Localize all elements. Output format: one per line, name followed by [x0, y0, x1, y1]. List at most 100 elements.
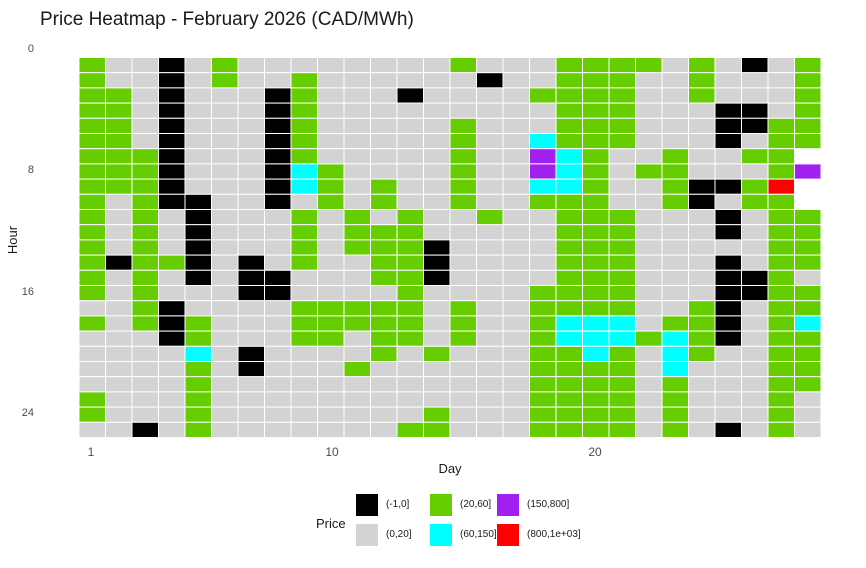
heatmap-cell — [396, 224, 424, 241]
heatmap-cell — [317, 224, 345, 241]
heatmap-cell — [264, 285, 292, 302]
heatmap-cell — [582, 102, 610, 119]
heatmap-cell — [449, 361, 477, 378]
heatmap-cell — [396, 193, 424, 211]
legend-swatch — [497, 494, 519, 516]
heatmap-cell — [502, 345, 530, 362]
heatmap-cell — [476, 315, 504, 332]
heatmap-cell — [476, 163, 504, 180]
heatmap-cell — [264, 178, 292, 195]
heatmap-cell — [184, 315, 212, 332]
heatmap-cell — [105, 209, 133, 226]
heatmap-cell — [131, 72, 159, 89]
heatmap-cell — [608, 178, 636, 195]
heatmap-cell — [661, 254, 689, 271]
heatmap-cell — [635, 72, 663, 89]
heatmap-cell — [608, 315, 636, 332]
heatmap-cell — [582, 57, 610, 74]
heatmap-cell — [661, 178, 689, 195]
heatmap-cell — [343, 391, 371, 408]
heatmap-cell — [317, 87, 345, 104]
heatmap-cell — [529, 163, 557, 180]
heatmap-cell — [78, 285, 106, 302]
heatmap-cell — [264, 239, 292, 256]
heatmap-cell — [184, 421, 212, 438]
heatmap-cell — [661, 391, 689, 408]
heatmap-cell — [370, 57, 398, 74]
heatmap-cell — [131, 178, 159, 195]
heatmap-cell — [449, 224, 477, 241]
heatmap-cell — [211, 421, 239, 438]
heatmap-cell — [582, 254, 610, 271]
heatmap-cell — [767, 193, 795, 211]
heatmap-cell — [582, 224, 610, 241]
heatmap-cell — [158, 330, 186, 347]
heatmap-cell — [688, 239, 716, 256]
heatmap-cell — [131, 361, 159, 378]
heatmap-cell — [78, 406, 106, 423]
heatmap-cell — [343, 239, 371, 256]
heatmap-cell — [396, 406, 424, 423]
heatmap-cell — [794, 254, 822, 271]
heatmap-cell — [370, 315, 398, 332]
heatmap-cell — [555, 102, 583, 119]
heatmap-cell — [714, 224, 742, 241]
heatmap-cell — [714, 209, 742, 226]
heatmap-cell — [608, 224, 636, 241]
heatmap-cell — [264, 361, 292, 378]
heatmap-cell — [555, 269, 583, 286]
heatmap-cell — [714, 72, 742, 89]
heatmap-cell — [767, 254, 795, 271]
heatmap-cell — [370, 209, 398, 226]
heatmap-cell — [211, 391, 239, 408]
heatmap-cell — [661, 224, 689, 241]
heatmap-cell — [423, 391, 451, 408]
heatmap-cell — [317, 300, 345, 317]
heatmap-cell — [608, 330, 636, 347]
heatmap-cell — [449, 87, 477, 104]
heatmap-cell — [290, 57, 318, 74]
heatmap-cell — [237, 163, 265, 180]
heatmap-cell — [661, 117, 689, 135]
heatmap-cell — [635, 254, 663, 271]
heatmap-cell — [529, 72, 557, 89]
heatmap-cell — [741, 148, 769, 165]
heatmap-cell — [78, 117, 106, 135]
heatmap-cell — [502, 269, 530, 286]
heatmap-cell — [794, 133, 822, 150]
heatmap-cell — [396, 269, 424, 286]
heatmap-cell — [714, 406, 742, 423]
heatmap-cell — [158, 269, 186, 286]
heatmap-cell — [317, 209, 345, 226]
heatmap-cell — [370, 178, 398, 195]
heatmap-cell — [78, 72, 106, 89]
heatmap-cell — [317, 254, 345, 271]
heatmap-cell — [211, 178, 239, 195]
heatmap-cell — [396, 102, 424, 119]
heatmap-cell — [158, 285, 186, 302]
heatmap-cell — [555, 361, 583, 378]
heatmap-cell — [635, 57, 663, 74]
heatmap-cell — [317, 345, 345, 362]
heatmap-cell — [370, 193, 398, 211]
heatmap-cell — [211, 209, 239, 226]
heatmap-cell — [688, 300, 716, 317]
heatmap-cell — [211, 300, 239, 317]
heatmap-cell — [211, 117, 239, 135]
heatmap-cell — [78, 421, 106, 438]
heatmap-cell — [423, 133, 451, 150]
heatmap-cell — [158, 406, 186, 423]
heatmap-cell — [317, 72, 345, 89]
heatmap-cell — [608, 239, 636, 256]
heatmap-cell — [211, 269, 239, 286]
heatmap-cell — [449, 391, 477, 408]
heatmap-cell — [343, 163, 371, 180]
heatmap-cell — [741, 330, 769, 347]
heatmap-cell — [237, 285, 265, 302]
heatmap-cell — [423, 376, 451, 393]
heatmap-cell — [688, 178, 716, 195]
heatmap-cell — [582, 406, 610, 423]
heatmap-cell — [158, 209, 186, 226]
heatmap-cell — [582, 148, 610, 165]
heatmap-cell — [105, 391, 133, 408]
